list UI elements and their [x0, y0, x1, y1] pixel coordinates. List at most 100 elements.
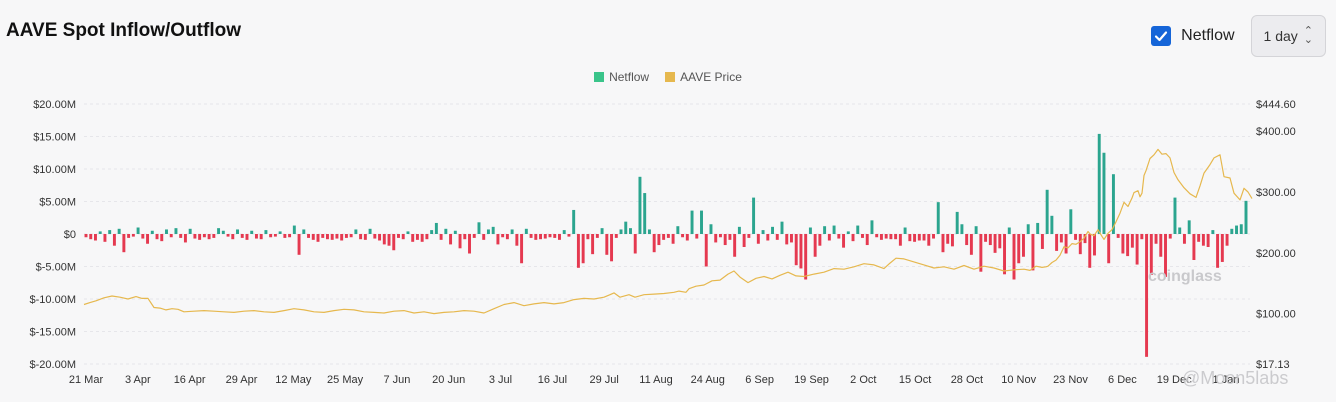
netflow-bar [529, 234, 533, 238]
legend-item-netflow[interactable]: Netflow [594, 70, 649, 84]
netflow-bar [780, 221, 784, 234]
netflow-bar [188, 228, 192, 234]
y-left-tick-label: $5.00M [39, 197, 76, 209]
netflow-checkbox[interactable] [1151, 26, 1172, 46]
netflow-bar [700, 210, 703, 234]
netflow-bar [1107, 234, 1111, 264]
y-right-tick-label: $444.60 [1256, 99, 1296, 111]
netflow-bar [539, 234, 542, 240]
y-left-tick-label: $-10.00M [30, 294, 76, 306]
netflow-bar [122, 234, 126, 253]
netflow-bar [141, 234, 145, 239]
netflow-bar [444, 228, 448, 234]
watermark-handle: @Moon5labs [1182, 368, 1289, 388]
netflow-bar [505, 234, 509, 240]
netflow-bar [430, 230, 434, 234]
netflow-bar [794, 234, 798, 266]
netflow-bar [714, 234, 718, 243]
x-tick-label: 20 Jun [432, 374, 465, 386]
x-tick-label: 12 May [275, 374, 312, 386]
x-tick-label: 16 Jul [538, 374, 567, 386]
netflow-bar [875, 234, 879, 238]
y-right-tick-label: $100.00 [1256, 309, 1296, 321]
netflow-bar [392, 234, 396, 251]
netflow-bar [397, 234, 400, 238]
netflow-bar [307, 234, 310, 238]
netflow-bar [723, 234, 727, 246]
y-right-tick-label: $17.13 [1256, 359, 1290, 371]
legend-swatch-netflow [594, 72, 605, 82]
netflow-bar [581, 234, 585, 264]
netflow-bar [1206, 234, 1210, 247]
netflow-bar [1244, 200, 1248, 234]
netflow-bar [193, 234, 197, 239]
netflow-bar [1164, 234, 1167, 277]
netflow-bar [1031, 234, 1035, 271]
netflow-bar [955, 211, 959, 234]
page-title: AAVE Spot Inflow/Outflow [6, 20, 242, 41]
netflow-bar [761, 230, 765, 234]
netflow-bar [401, 234, 405, 240]
interval-select-value: 1 day [1263, 28, 1298, 44]
netflow-bar [501, 234, 505, 238]
netflow-bar [1225, 234, 1229, 246]
netflow-bar [643, 193, 647, 234]
netflow-bar [1022, 234, 1025, 257]
netflow-bar [917, 234, 921, 241]
netflow-bar [1135, 234, 1139, 265]
netflow-bar [340, 234, 344, 241]
netflow-bar [1230, 228, 1234, 234]
netflow-bar [240, 234, 244, 238]
netflow-bar [89, 234, 93, 240]
netflow-bar [974, 226, 978, 234]
netflow-bar [1149, 234, 1153, 275]
netflow-bar [562, 230, 566, 234]
netflow-bar [1102, 152, 1106, 234]
netflow-bar [1093, 234, 1096, 256]
netflow-bar [936, 202, 940, 234]
netflow-bar [979, 234, 983, 272]
watermark-logo: coinglass [1148, 268, 1222, 285]
netflow-bar [1239, 224, 1243, 234]
netflow-bar [236, 229, 239, 234]
interval-select[interactable]: 1 day ⌃ ⌄ [1250, 15, 1326, 57]
netflow-bar [202, 234, 206, 238]
netflow-bar [335, 234, 339, 239]
netflow-bar [842, 234, 846, 248]
netflow-bar [217, 228, 221, 234]
netflow-bar [103, 234, 107, 242]
netflow-bar [969, 234, 973, 255]
netflow-bar [865, 234, 869, 246]
netflow-bar [84, 234, 88, 238]
y-left-tick-label: $20.00M [33, 99, 76, 111]
netflow-bar [486, 229, 490, 234]
netflow-bar [117, 228, 121, 234]
netflow-bar [1173, 197, 1177, 234]
legend-item-price[interactable]: AAVE Price [665, 70, 742, 84]
netflow-bar [591, 234, 595, 255]
netflow-bar [567, 234, 571, 237]
netflow-bar [146, 234, 150, 244]
netflow-bar [747, 234, 751, 238]
netflow-bar [666, 234, 670, 238]
netflow-bar [1007, 227, 1011, 234]
netflow-bar [662, 234, 666, 240]
x-tick-label: 28 Oct [951, 374, 983, 386]
netflow-bar [799, 234, 803, 269]
netflow-bar [647, 229, 651, 234]
netflow-bar [804, 234, 808, 280]
netflow-bar [1220, 234, 1224, 262]
netflow-bar [894, 234, 898, 240]
netflow-bar [718, 234, 722, 238]
y-left-tick-label: $-15.00M [30, 327, 76, 339]
x-tick-label: 7 Jun [383, 374, 410, 386]
netflow-bar [136, 227, 140, 234]
netflow-bar [382, 234, 386, 245]
netflow-bar [326, 234, 329, 240]
netflow-bar [629, 228, 632, 234]
netflow-bar [127, 234, 131, 238]
netflow-bar [1145, 234, 1149, 357]
netflow-bar [226, 234, 230, 237]
netflow-bar [520, 234, 524, 264]
netflow-checkbox-label[interactable]: Netflow [1181, 27, 1235, 44]
